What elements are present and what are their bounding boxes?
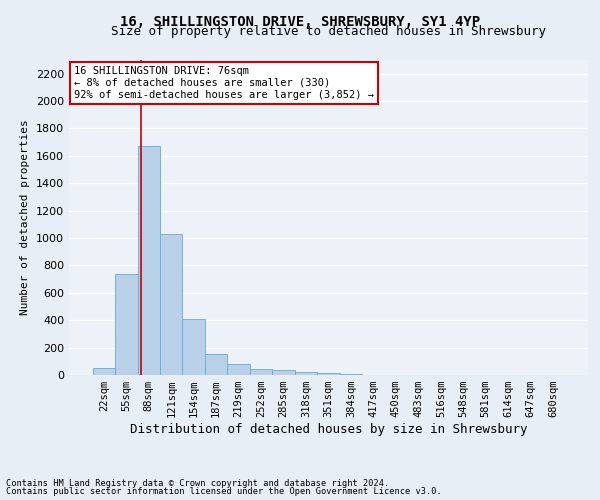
Text: 16, SHILLINGSTON DRIVE, SHREWSBURY, SY1 4YP: 16, SHILLINGSTON DRIVE, SHREWSBURY, SY1 … — [120, 15, 480, 29]
Bar — [227, 364, 250, 375]
Y-axis label: Number of detached properties: Number of detached properties — [20, 120, 31, 316]
Bar — [295, 372, 317, 375]
X-axis label: Distribution of detached houses by size in Shrewsbury: Distribution of detached houses by size … — [130, 423, 527, 436]
Text: 16 SHILLINGSTON DRIVE: 76sqm
← 8% of detached houses are smaller (330)
92% of se: 16 SHILLINGSTON DRIVE: 76sqm ← 8% of det… — [74, 66, 374, 100]
Bar — [92, 368, 115, 375]
Bar — [160, 234, 182, 375]
Text: Contains HM Land Registry data © Crown copyright and database right 2024.: Contains HM Land Registry data © Crown c… — [6, 478, 389, 488]
Text: Contains public sector information licensed under the Open Government Licence v3: Contains public sector information licen… — [6, 487, 442, 496]
Bar — [272, 370, 295, 375]
Bar — [340, 374, 362, 375]
Title: Size of property relative to detached houses in Shrewsbury: Size of property relative to detached ho… — [111, 25, 546, 38]
Bar — [182, 319, 205, 375]
Bar — [115, 274, 137, 375]
Bar — [250, 369, 272, 375]
Bar — [317, 373, 340, 375]
Bar — [137, 146, 160, 375]
Bar — [205, 354, 227, 375]
